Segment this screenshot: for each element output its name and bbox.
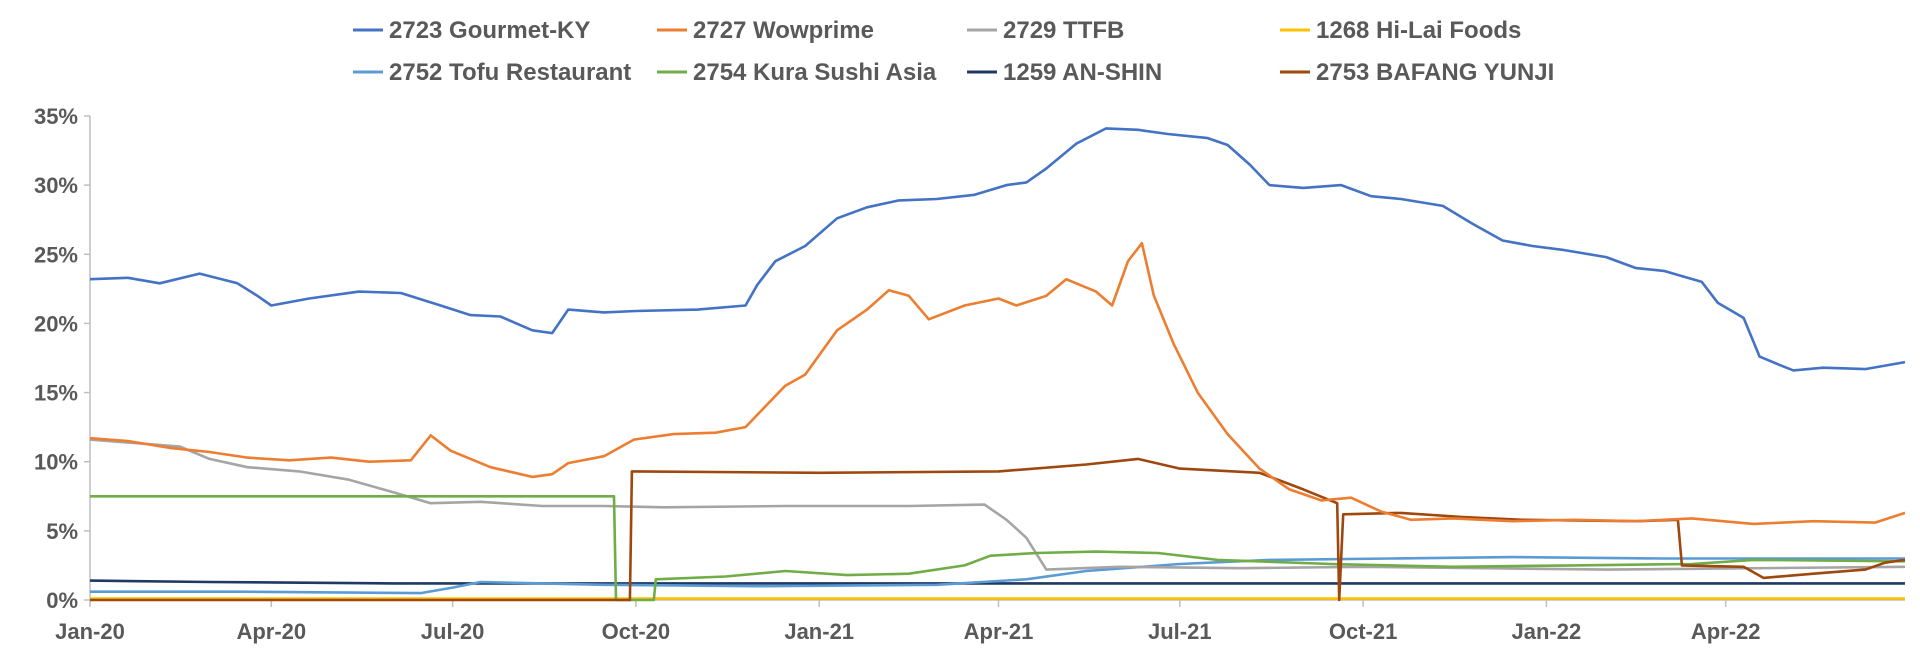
y-tick-label: 0% xyxy=(46,588,78,613)
x-tick-label: Jan-20 xyxy=(55,619,125,644)
series-line xyxy=(90,457,1906,602)
series-line xyxy=(89,579,1905,585)
legend-label: 2723 Gourmet-KY xyxy=(389,17,590,44)
series-layer xyxy=(89,127,1906,602)
x-tick-label: Jan-22 xyxy=(1512,619,1582,644)
legend-label: 2754 Kura Sushi Asia xyxy=(693,59,937,86)
x-tick-label: Oct-21 xyxy=(1329,619,1397,644)
x-tick-label: Jul-20 xyxy=(421,619,485,644)
legend-label: 2753 BAFANG YUNJI xyxy=(1316,59,1554,86)
x-tick-label: Jan-21 xyxy=(784,619,854,644)
legend: 2723 Gourmet-KY 2727 Wowprime 2729 TTFB 126… xyxy=(353,17,1554,86)
series-line xyxy=(90,495,1906,602)
x-tick-label: Apr-20 xyxy=(236,619,306,644)
x-tick-label: Jul-21 xyxy=(1148,619,1212,644)
series-line xyxy=(89,241,1906,526)
x-ticks: Jan-20 Apr-20 Jul-20 Oct-20 Jan-21 Apr-21 Jul-… xyxy=(55,600,1761,644)
legend-label: 1259 AN-SHIN xyxy=(1003,59,1162,86)
series-line xyxy=(90,555,1905,595)
series-line xyxy=(89,127,1906,372)
y-ticks: 0% 5% 10% 15% 20% 25% 30% 35% xyxy=(34,104,90,613)
x-tick-label: Apr-22 xyxy=(1691,619,1761,644)
series-line xyxy=(89,438,1906,571)
legend-label: 2727 Wowprime xyxy=(693,17,874,44)
y-tick-label: 20% xyxy=(34,311,78,336)
y-tick-label: 25% xyxy=(34,242,78,267)
legend-label: 2752 Tofu Restaurant xyxy=(389,59,631,86)
y-tick-label: 35% xyxy=(34,104,78,129)
y-tick-label: 30% xyxy=(34,173,78,198)
legend-label: 2729 TTFB xyxy=(1003,17,1124,44)
legend-label: 1268 Hi-Lai Foods xyxy=(1316,17,1521,44)
x-tick-label: Oct-20 xyxy=(602,619,670,644)
x-tick-label: Apr-21 xyxy=(964,619,1034,644)
y-tick-label: 10% xyxy=(34,450,78,475)
y-tick-label: 15% xyxy=(34,381,78,406)
y-tick-label: 5% xyxy=(46,519,78,544)
